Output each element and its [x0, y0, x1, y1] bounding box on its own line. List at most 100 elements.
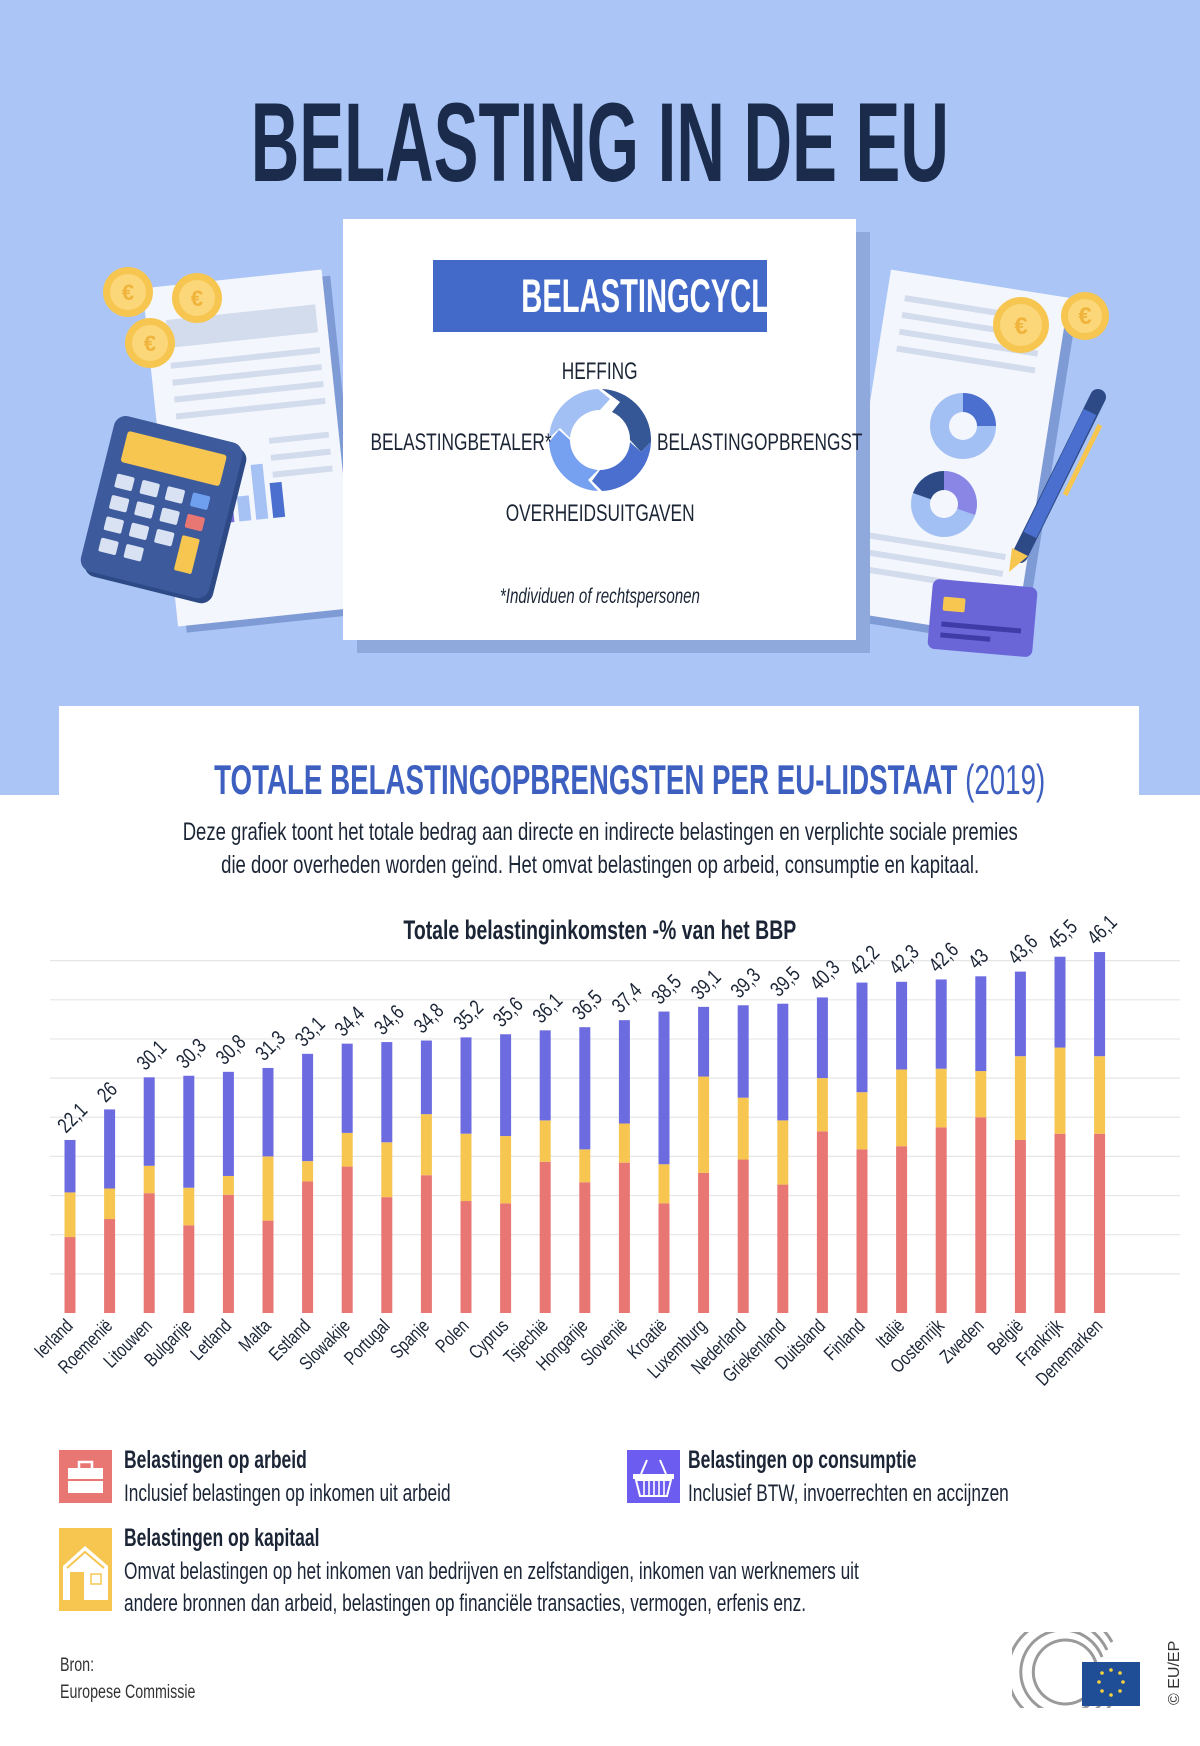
value-label: 39,5	[765, 962, 804, 1001]
country-label: Zweden	[936, 1315, 988, 1367]
bar-segment-labor	[143, 1193, 155, 1313]
page-title: BELASTING IN DE EU	[250, 80, 950, 205]
value-label: 39,1	[686, 965, 725, 1004]
bar-segment-capital	[1054, 1047, 1066, 1134]
svg-text:€: €	[1078, 303, 1091, 330]
bar-segment-consumption	[420, 1040, 432, 1115]
legend-consumption-title: Belastingen op consumptie	[688, 1446, 917, 1474]
bar-segment-capital	[420, 1114, 432, 1176]
bar-segment-consumption	[64, 1139, 76, 1193]
value-label: 38,5	[647, 970, 686, 1009]
bar-segment-labor	[1014, 1139, 1026, 1313]
bar-segment-consumption	[460, 1037, 472, 1134]
bar-segment-labor	[262, 1220, 274, 1313]
bar-segment-labor	[737, 1159, 749, 1313]
description-line: Deze grafiek toont het totale bedrag aan…	[182, 818, 1018, 846]
content-panel	[59, 706, 1139, 806]
bar-segment-labor	[539, 1161, 551, 1313]
value-label: 30,3	[171, 1034, 210, 1073]
bar-segment-labor	[777, 1184, 789, 1313]
bar-segment-capital	[1094, 1056, 1106, 1134]
cycle-step-revenue: BELASTINGOPBRENGST	[657, 429, 863, 456]
value-label: 26	[92, 1077, 121, 1106]
svg-text:€: €	[144, 331, 156, 356]
bar-segment-consumption	[381, 1042, 393, 1143]
bar-segment-capital	[460, 1133, 472, 1202]
bar-segment-capital	[698, 1076, 710, 1173]
bar-segment-consumption	[183, 1075, 195, 1188]
bar-segment-capital	[500, 1136, 512, 1204]
bar-segment-labor	[64, 1237, 76, 1313]
bar-segment-consumption	[539, 1030, 551, 1121]
bar-segment-capital	[777, 1120, 789, 1185]
value-label: 45,5	[1043, 915, 1082, 954]
bar-segment-labor	[302, 1181, 314, 1313]
pie-chart-icon	[911, 393, 996, 537]
legend-capital-text: andere bronnen dan arbeid, belastingen o…	[124, 1590, 807, 1617]
bar-segment-consumption	[658, 1011, 670, 1165]
value-label: 36,1	[528, 988, 567, 1027]
bar-segment-capital	[1014, 1056, 1026, 1140]
legend-consumption-text: Inclusief BTW, invoerrechten en accijnze…	[688, 1480, 1009, 1507]
value-label: 42,6	[924, 937, 963, 976]
value-label: 30,8	[211, 1030, 250, 1069]
bar-segment-capital	[539, 1120, 551, 1162]
cycle-step-taxpayer: BELASTINGBETALER*	[370, 429, 552, 456]
value-label: 46,1	[1082, 910, 1121, 949]
bar-segment-consumption	[816, 997, 828, 1079]
house-icon	[59, 1528, 112, 1611]
bar-segment-labor	[420, 1175, 432, 1313]
cycle-footnote: *Individuen of rechtspersonen	[499, 585, 701, 608]
country-label: Spanje	[386, 1315, 434, 1363]
value-label: 31,3	[251, 1026, 290, 1065]
bar-segment-consumption	[104, 1109, 116, 1189]
bar-segment-consumption	[975, 976, 987, 1072]
bar-segment-capital	[222, 1175, 234, 1195]
value-label: 43,6	[1003, 930, 1042, 969]
bar-segment-capital	[381, 1142, 393, 1198]
bar-segment-capital	[618, 1123, 630, 1163]
bar-segment-labor	[500, 1203, 512, 1313]
svg-text:€: €	[122, 280, 134, 305]
bar-segment-labor	[460, 1201, 472, 1313]
bar-segment-consumption	[777, 1003, 789, 1121]
bar-segment-capital	[579, 1149, 591, 1183]
bar-segment-consumption	[698, 1006, 710, 1077]
legend-capital-title: Belastingen op kapitaal	[124, 1524, 320, 1552]
bar-segment-labor	[935, 1127, 947, 1313]
bar-segment-labor	[381, 1197, 393, 1313]
value-label: 37,4	[607, 978, 646, 1017]
bar-segment-labor	[222, 1194, 234, 1313]
bar-segment-consumption	[856, 982, 868, 1093]
hero-illustration: € € € € €	[80, 267, 1109, 657]
bar-segment-consumption	[302, 1053, 314, 1162]
bar-segment-labor	[618, 1162, 630, 1313]
bar-segment-consumption	[579, 1027, 591, 1150]
section-year: (2019)	[965, 756, 1046, 803]
bar-segment-consumption	[737, 1005, 749, 1098]
value-label: 33,1	[290, 1012, 329, 1051]
country-label: Finland	[820, 1315, 869, 1364]
european-parliament-logo	[1012, 1632, 1140, 1708]
euro-coin-icon: € €	[993, 292, 1109, 353]
value-label: 42,2	[845, 941, 884, 980]
bar-segment-consumption	[1054, 956, 1066, 1048]
bar-segment-capital	[975, 1071, 987, 1118]
value-label: 43	[963, 944, 992, 973]
bar-segment-capital	[262, 1156, 274, 1221]
bar-segment-labor	[856, 1149, 868, 1313]
bar-segment-capital	[183, 1187, 195, 1226]
bar-segment-capital	[658, 1164, 670, 1204]
bar-segment-consumption	[618, 1020, 630, 1124]
value-label: 30,1	[132, 1035, 171, 1074]
bar-segment-consumption	[222, 1071, 234, 1176]
shopping-basket-icon	[627, 1450, 680, 1503]
cycle-step-levy: HEFFING	[562, 358, 638, 385]
bar-segment-labor	[1054, 1133, 1066, 1313]
bar-segment-labor	[579, 1182, 591, 1313]
value-label: 40,3	[805, 956, 844, 995]
chart-title: Totale belastinginkomsten -% van het BBP	[403, 915, 797, 945]
bar-segment-capital	[856, 1092, 868, 1150]
bar-segment-capital	[104, 1188, 116, 1220]
cycle-arrows-icon	[549, 389, 651, 491]
